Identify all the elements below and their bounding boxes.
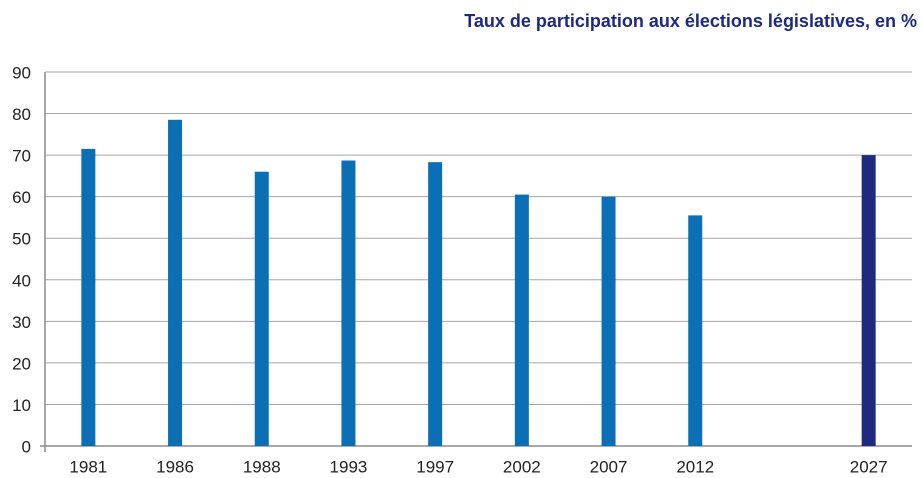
x-tick-label: 1988 (243, 457, 281, 476)
bar (861, 155, 876, 446)
x-tick-label: 1986 (156, 457, 194, 476)
bar (688, 215, 703, 446)
x-tick-label: 2027 (850, 457, 888, 476)
bar (428, 162, 443, 447)
bar (81, 148, 96, 446)
x-tick-label: 2012 (676, 457, 714, 476)
x-tick-label: 1993 (330, 457, 368, 476)
chart-title: Taux de participation aux élections légi… (464, 11, 917, 31)
x-tick-label: 2007 (590, 457, 628, 476)
y-tick-label: 40 (12, 271, 31, 290)
bar (168, 119, 183, 447)
y-tick-label: 30 (12, 313, 31, 332)
y-tick-label: 70 (12, 147, 31, 166)
y-tick-label: 20 (12, 354, 31, 373)
y-tick-label: 0 (22, 437, 31, 456)
x-tick-label: 2002 (503, 457, 541, 476)
y-tick-label: 80 (12, 105, 31, 124)
y-tick-label: 50 (12, 230, 31, 249)
y-tick-label: 90 (12, 63, 31, 82)
x-tick-label: 1981 (69, 457, 107, 476)
bar (601, 196, 616, 446)
bar (514, 194, 529, 446)
bar (254, 171, 269, 446)
bar (341, 160, 356, 446)
y-tick-label: 60 (12, 188, 31, 207)
x-tick-label: 1997 (416, 457, 454, 476)
y-tick-label: 10 (12, 396, 31, 415)
